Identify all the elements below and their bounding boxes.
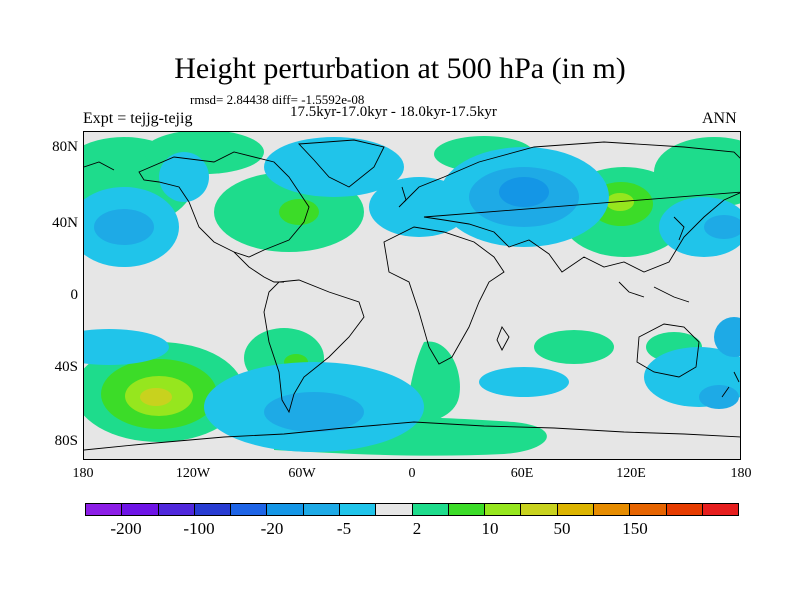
blue-core-new-zealand: [714, 317, 740, 357]
coastline-southeast-asia: [618, 281, 690, 303]
blue-field-alaska: [159, 152, 209, 202]
season-label: ANN: [702, 110, 737, 127]
colorbar-swatch: [376, 504, 413, 515]
blue-field-tropical-pacific: [84, 329, 169, 365]
colorbar-label: 150: [622, 519, 648, 538]
blue-field-west-pacific: [659, 197, 740, 257]
y-tick-label: 0: [70, 287, 79, 303]
coastline-new-zealand: [721, 371, 740, 398]
x-tick-label: 60W: [288, 466, 316, 481]
coastline-north-america: [138, 151, 310, 258]
y-tick-label: 40N: [52, 215, 78, 231]
coastline-greenland: [298, 139, 385, 188]
x-tick-label: 180: [72, 466, 94, 481]
colorbar-swatch: [339, 504, 377, 515]
colorbar-swatch: [122, 504, 159, 515]
colorbar-label: -5: [336, 519, 352, 538]
blue-core-eurasia: [499, 177, 549, 207]
colorbar-swatch: [557, 504, 594, 515]
blue-core-north-pacific: [94, 209, 154, 245]
x-tick-label: 120W: [175, 466, 211, 481]
coastline-uk: [398, 186, 407, 208]
colorbar-label: 2: [412, 519, 422, 538]
blue-core-west-pacific: [704, 215, 740, 239]
colorbar-label: 50: [553, 519, 571, 538]
coastline-japan: [673, 216, 685, 241]
lime-field-n-america: [279, 199, 319, 225]
coastline-central-america: [233, 251, 284, 283]
coastline-africa: [383, 226, 505, 365]
x-tick-label: 0: [408, 466, 416, 481]
coastline-madagascar: [496, 326, 510, 351]
colorbar-swatch: [702, 504, 739, 515]
colorbar-swatch: [666, 504, 703, 515]
plot-title: Height perturbation at 500 hPa (in m): [174, 52, 626, 85]
x-tick-label: 60E: [510, 466, 534, 481]
y-tick-label: 40S: [54, 359, 78, 375]
colorbar-swatch: [593, 504, 631, 515]
coastline-australia: [636, 323, 700, 378]
rmsd-stats: rmsd= 2.84438 diff= -1.5592e-08: [190, 92, 365, 107]
colorbar-label: 10: [481, 519, 499, 538]
colorbar-swatch: [267, 504, 304, 515]
period-label: 17.5kyr-17.0kyr - 18.0kyr-17.5kyr: [290, 104, 497, 120]
colorbar-label: -20: [260, 519, 284, 538]
colorbar-swatch: [521, 504, 558, 515]
x-tick-label: 180: [730, 466, 752, 481]
colorbar-label: -200: [110, 519, 142, 538]
colorbar-swatch: [448, 504, 486, 515]
blue-core-southern-ocean: [264, 392, 364, 432]
coastlines: [84, 139, 740, 451]
contour-map: [83, 131, 741, 460]
coastline-antarctica: [84, 421, 740, 451]
y-tick-label: 80S: [54, 433, 78, 449]
blue-core-tasman: [699, 385, 739, 409]
negative-anomaly-fields: [84, 137, 740, 452]
yellow-core-south-pacific: [140, 388, 172, 406]
colorbar: [85, 503, 739, 516]
colorbar-swatch: [630, 504, 667, 515]
colorbar-swatch: [158, 504, 195, 515]
colorbar-swatch: [303, 504, 340, 515]
colorbar-swatch: [194, 504, 232, 515]
x-tick-label: 120E: [616, 466, 646, 481]
colorbar-swatch: [86, 504, 123, 515]
colorbar-swatch: [412, 504, 449, 515]
coastline-alaska-east: [84, 161, 115, 171]
y-tick-label: 80N: [52, 139, 78, 155]
colorbar-swatch: [231, 504, 268, 515]
coastline-eurasia: [403, 141, 740, 273]
colorbar-label: -100: [183, 519, 215, 538]
experiment-label: Expt = tejjg-tejig: [83, 110, 193, 127]
colorbar-swatch: [485, 504, 522, 515]
green-field-indian-ocean: [534, 330, 614, 364]
contour-map-svg: [84, 132, 740, 459]
blue-field-greenland: [264, 137, 404, 197]
coastline-south-america: [263, 279, 365, 414]
blue-field-south-indian: [479, 367, 569, 397]
